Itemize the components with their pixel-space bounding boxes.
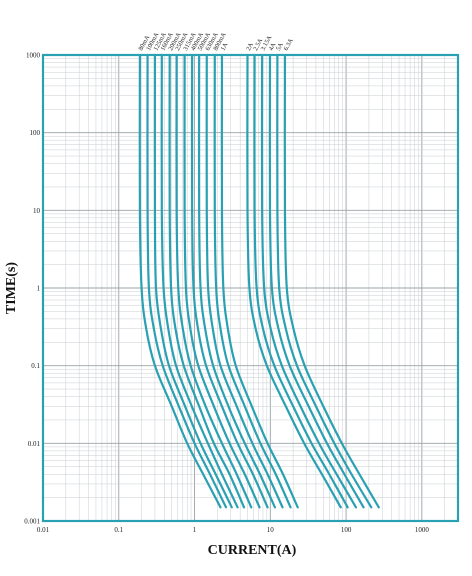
x-tick-label: 1 bbox=[193, 526, 197, 534]
curve-labels: 80mA100mA125mA160mA200mA250mA315mA400mA5… bbox=[137, 31, 294, 52]
curve-3-15a bbox=[260, 53, 358, 509]
curve-80ma bbox=[138, 53, 222, 509]
series-label: 6.3A bbox=[283, 37, 295, 52]
curve-100ma bbox=[146, 53, 228, 509]
x-axis-label: CURRENT(A) bbox=[208, 543, 297, 558]
curve-800ma bbox=[213, 53, 292, 509]
x-tick-label: 100 bbox=[341, 526, 352, 534]
x-tick-label: 10 bbox=[267, 526, 275, 534]
y-tick-label: 0.001 bbox=[24, 518, 40, 526]
curve-315ma bbox=[183, 53, 261, 509]
x-tick-label: 0.1 bbox=[114, 526, 123, 534]
y-tick-label: 100 bbox=[30, 129, 41, 137]
y-axis-label: TIME(s) bbox=[4, 262, 19, 314]
y-tick-label: 0.1 bbox=[31, 362, 40, 370]
plot-frame bbox=[41, 53, 460, 523]
curve-5a bbox=[276, 53, 373, 509]
y-tick-label: 1000 bbox=[26, 52, 41, 60]
curve-200ma bbox=[168, 53, 246, 509]
x-ticks: 0.01 0.1 1 10 100 1000 bbox=[37, 526, 429, 534]
curve-400ma bbox=[190, 53, 269, 509]
curve-4a bbox=[268, 53, 365, 509]
series-label: 2A bbox=[245, 41, 255, 52]
series-label: 5A bbox=[275, 41, 285, 52]
curve-2-5a bbox=[253, 53, 349, 509]
curve-250ma bbox=[175, 53, 253, 509]
series-label: 1A bbox=[220, 41, 230, 52]
curve-630ma bbox=[205, 53, 284, 509]
curve-6-3a bbox=[283, 53, 380, 509]
curve-125ma bbox=[153, 53, 233, 509]
curve-1a bbox=[220, 53, 299, 509]
curve-2a bbox=[246, 53, 342, 509]
y-tick-label: 0.01 bbox=[28, 440, 41, 448]
curve-500ma bbox=[197, 53, 277, 509]
y-ticks: 0.001 0.01 0.1 1 10 100 1000 bbox=[24, 52, 40, 526]
y-tick-label: 1 bbox=[37, 285, 41, 293]
series-label: 4A bbox=[268, 41, 278, 52]
x-tick-label: 1000 bbox=[415, 526, 430, 534]
curves bbox=[138, 53, 380, 509]
x-tick-label: 0.01 bbox=[37, 526, 50, 534]
y-tick-label: 10 bbox=[33, 207, 41, 215]
curve-160ma bbox=[160, 53, 239, 509]
